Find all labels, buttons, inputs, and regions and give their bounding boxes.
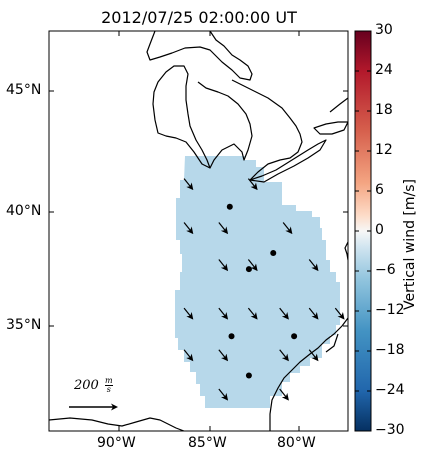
- wind-vector: [279, 307, 289, 320]
- station-dot: [228, 333, 235, 340]
- wind-vector: [183, 178, 194, 191]
- cb-tick-30: 30: [375, 22, 393, 38]
- axis-ticks: [49, 31, 348, 431]
- scale-unit-den: s: [106, 385, 111, 394]
- wind-vector: [218, 388, 229, 401]
- colorbar-label: Vertical wind [m/s]: [402, 179, 418, 310]
- wind-vector: [282, 222, 293, 235]
- cb-tick-6: 6: [375, 182, 384, 198]
- wind-vector: [218, 222, 229, 235]
- wind-vector: [218, 349, 229, 362]
- scale-label: 200 m s: [74, 377, 113, 394]
- station-dot: [245, 372, 252, 379]
- scale-unit-num: m: [104, 376, 113, 386]
- x-tick-85w: 85°W: [188, 435, 227, 451]
- wind-vectors: [183, 178, 345, 401]
- cb-tick-minus30: −30: [375, 422, 405, 438]
- wind-vector: [183, 349, 194, 362]
- y-tick-35n: 35°N: [6, 317, 42, 333]
- wind-field-region: [175, 156, 340, 408]
- wind-vector: [218, 307, 229, 320]
- wind-vector: [247, 178, 258, 191]
- station-dot: [226, 203, 233, 210]
- y-tick-45n: 45°N: [6, 82, 42, 98]
- wind-vector: [308, 349, 319, 362]
- cb-tick-18: 18: [375, 102, 393, 118]
- coastlines: [49, 31, 348, 431]
- wind-vector: [247, 259, 258, 272]
- y-tick-40n: 40°N: [6, 203, 42, 219]
- station-dots: [226, 203, 298, 379]
- x-tick-90w: 90°W: [97, 435, 136, 451]
- wind-vector: [183, 222, 194, 235]
- station-dot: [245, 266, 252, 273]
- colorbar-ticks: [355, 30, 371, 432]
- wind-vector: [308, 307, 319, 320]
- wind-vector: [279, 388, 289, 401]
- cb-tick-12: 12: [375, 142, 393, 158]
- map-title: 2012/07/25 02:00:00 UT: [101, 8, 297, 27]
- wind-vector: [183, 307, 194, 320]
- cb-tick-minus18: −18: [375, 342, 405, 358]
- wind-vector: [218, 259, 229, 272]
- cb-tick-minus12: −12: [375, 302, 405, 318]
- station-dot: [270, 249, 277, 256]
- cb-tick-0: 0: [375, 222, 384, 238]
- wind-vector: [308, 259, 319, 272]
- wind-vector: [247, 307, 258, 320]
- wind-vector: [334, 307, 345, 320]
- cb-tick-24: 24: [375, 62, 393, 78]
- map-frame: [48, 30, 349, 432]
- cb-tick-minus6: −6: [375, 262, 396, 278]
- scale-unit: m s: [104, 376, 113, 394]
- wind-vector: [279, 349, 289, 362]
- x-tick-80w: 80°W: [277, 435, 316, 451]
- station-dot: [291, 333, 298, 340]
- scale-value: 200: [74, 378, 99, 393]
- cb-tick-minus24: −24: [375, 382, 405, 398]
